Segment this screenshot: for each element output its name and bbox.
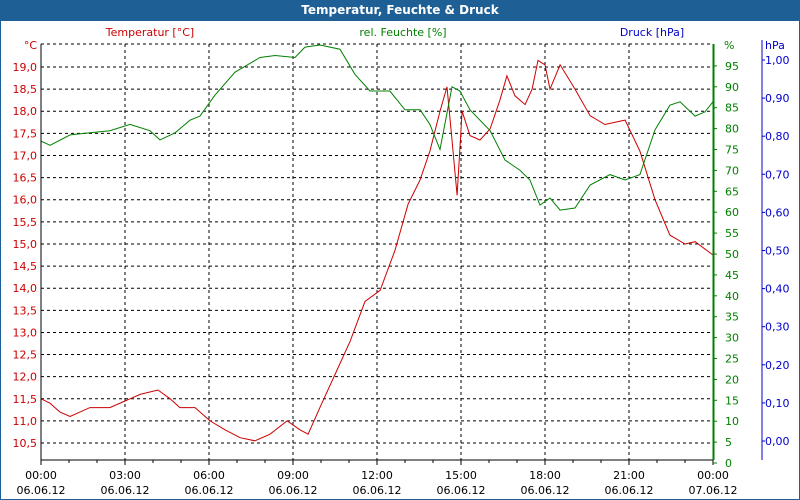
temperature-tick-label: 17,0	[13, 149, 38, 162]
x-tick-time: 09:00	[277, 469, 309, 482]
humidity-tick-label: 0	[725, 457, 732, 470]
pressure-tick-label: 0,40	[765, 283, 790, 296]
temperature-tick-label: 18,0	[13, 105, 38, 118]
x-tick-date: 06.06.12	[17, 484, 66, 497]
pressure-tick-label: 0,70	[765, 168, 790, 181]
humidity-tick-label: 35	[725, 311, 739, 324]
pressure-tick-label: 0,80	[765, 130, 790, 143]
x-tick-time: 18:00	[529, 469, 561, 482]
series-line-temperature	[40, 59, 714, 442]
humidity-tick-label: 55	[725, 227, 739, 240]
x-tick-date: 06.06.12	[605, 484, 654, 497]
x-tick-date: 06.06.12	[521, 484, 570, 497]
temperature-tick-label: 13,5	[13, 304, 38, 317]
pressure-tick-label: 1,00	[765, 54, 790, 67]
pressure-tick-label: 0,50	[765, 245, 790, 258]
humidity-tick-label: 10	[725, 415, 739, 428]
x-tick-date: 06.06.12	[101, 484, 150, 497]
series-line-humidity	[40, 44, 714, 211]
x-tick-time: 15:00	[445, 469, 477, 482]
humidity-tick-label: 30	[725, 332, 739, 345]
humidity-unit: %	[724, 39, 734, 52]
pressure-tick-label: 0,60	[765, 206, 790, 219]
humidity-tick-label: 65	[725, 185, 739, 198]
humidity-tick-label: 80	[725, 123, 739, 136]
temperature-axis-label: Temperatur [°C]	[105, 26, 194, 39]
humidity-tick-label: 5	[725, 436, 732, 449]
x-tick-time: 21:00	[613, 469, 645, 482]
chart-title: Temperatur, Feuchte & Druck	[0, 0, 800, 21]
temperature-tick-label: 14,5	[13, 260, 38, 273]
humidity-tick-label: 95	[725, 60, 739, 73]
humidity-tick-label: 90	[725, 81, 739, 94]
temperature-tick-label: 12,0	[13, 371, 38, 384]
temperature-tick-label: 16,0	[13, 194, 38, 207]
temperature-tick-label: 11,5	[13, 393, 38, 406]
x-tick-date: 06.06.12	[353, 484, 402, 497]
temperature-tick-label: 11,0	[13, 415, 38, 428]
pressure-tick-label: 0,20	[765, 359, 790, 372]
temperature-tick-label: 14,0	[13, 282, 38, 295]
x-tick-date: 07.06.12	[689, 484, 738, 497]
humidity-tick-label: 20	[725, 373, 739, 386]
humidity-tick-label: 25	[725, 353, 739, 366]
pressure-axis-label: Druck [hPa]	[620, 26, 684, 39]
temperature-tick-label: 10,5	[13, 437, 38, 450]
temperature-tick-label: 15,5	[13, 216, 38, 229]
pressure-tick-label: 0,90	[765, 92, 790, 105]
temperature-tick-label: 13,0	[13, 326, 38, 339]
temperature-tick-label: 12,5	[13, 349, 38, 362]
humidity-axis-label: rel. Feuchte [%]	[359, 26, 446, 39]
temperature-tick-label: 18,5	[13, 83, 38, 96]
x-tick-time: 00:00	[25, 469, 57, 482]
temperature-tick-label: 16,5	[13, 172, 38, 185]
x-tick-time: 12:00	[361, 469, 393, 482]
humidity-tick-label: 15	[725, 394, 739, 407]
humidity-tick-label: 75	[725, 144, 739, 157]
temperature-unit: °C	[24, 39, 38, 52]
x-tick-date: 06.06.12	[269, 484, 318, 497]
humidity-tick-label: 40	[725, 290, 739, 303]
x-tick-time: 06:00	[193, 469, 225, 482]
pressure-unit: hPa	[765, 39, 785, 52]
x-tick-time: 00:00	[697, 469, 729, 482]
pressure-tick-label: 0,00	[765, 435, 790, 448]
x-tick-time: 03:00	[109, 469, 141, 482]
temperature-tick-label: 15,0	[13, 238, 38, 251]
x-tick-date: 06.06.12	[437, 484, 486, 497]
humidity-tick-label: 45	[725, 269, 739, 282]
pressure-tick-label: 0,30	[765, 321, 790, 334]
temperature-tick-label: 17,5	[13, 127, 38, 140]
pressure-tick-label: 0,10	[765, 397, 790, 410]
temperature-tick-label: 19,0	[13, 61, 38, 74]
humidity-tick-label: 70	[725, 164, 739, 177]
humidity-tick-label: 85	[725, 102, 739, 115]
humidity-tick-label: 50	[725, 248, 739, 261]
humidity-tick-label: 60	[725, 206, 739, 219]
x-tick-date: 06.06.12	[185, 484, 234, 497]
